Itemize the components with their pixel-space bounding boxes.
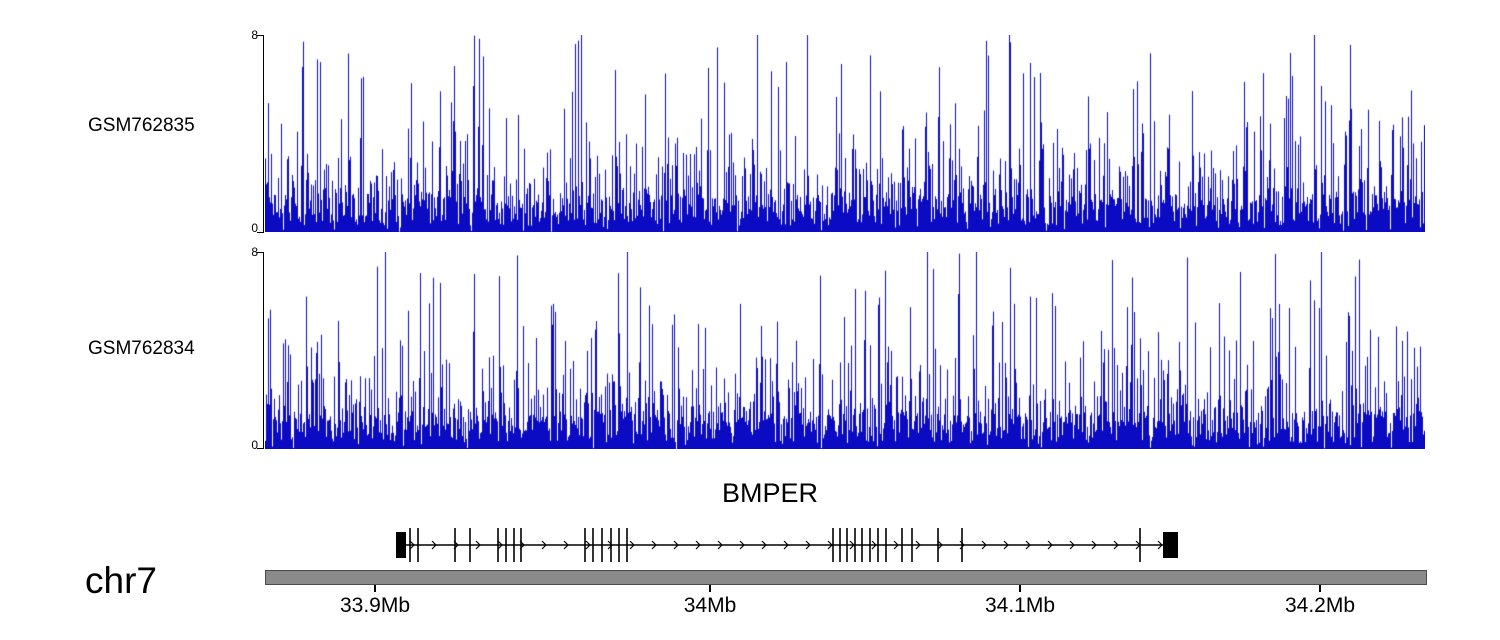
axis-tick-mark [709, 585, 711, 592]
y-axis-tick [257, 232, 263, 233]
y-axis-max-label: 8 [251, 245, 258, 259]
axis-tick-mark [1319, 585, 1321, 592]
y-axis-min-label: 0 [251, 438, 258, 452]
y-axis-tick [257, 35, 263, 36]
chromosome-bar [265, 570, 1427, 585]
coverage-canvas [265, 35, 1425, 232]
chromosome-label: chr7 [85, 560, 157, 601]
axis-tick-label: 33.9Mb [339, 594, 411, 617]
axis-tick-label: 34Mb [683, 594, 737, 617]
axis-tick-label: 34.1Mb [984, 594, 1056, 617]
y-axis [263, 35, 264, 233]
axis-tick-mark [374, 585, 376, 592]
y-axis-min-label: 0 [251, 221, 258, 235]
gene-name-label: BMPER [721, 478, 819, 508]
axis-tick-label: 34.2Mb [1284, 594, 1356, 617]
track-label: GSM762834 [88, 338, 195, 359]
y-axis-tick [257, 252, 263, 253]
axis-tick-mark [1019, 585, 1021, 592]
y-axis [263, 252, 264, 449]
y-axis-tick [257, 448, 263, 449]
y-axis-max-label: 8 [251, 28, 258, 42]
track-label: GSM762835 [88, 115, 195, 136]
coverage-canvas [265, 252, 1425, 449]
gene-model-svg [396, 528, 1178, 562]
